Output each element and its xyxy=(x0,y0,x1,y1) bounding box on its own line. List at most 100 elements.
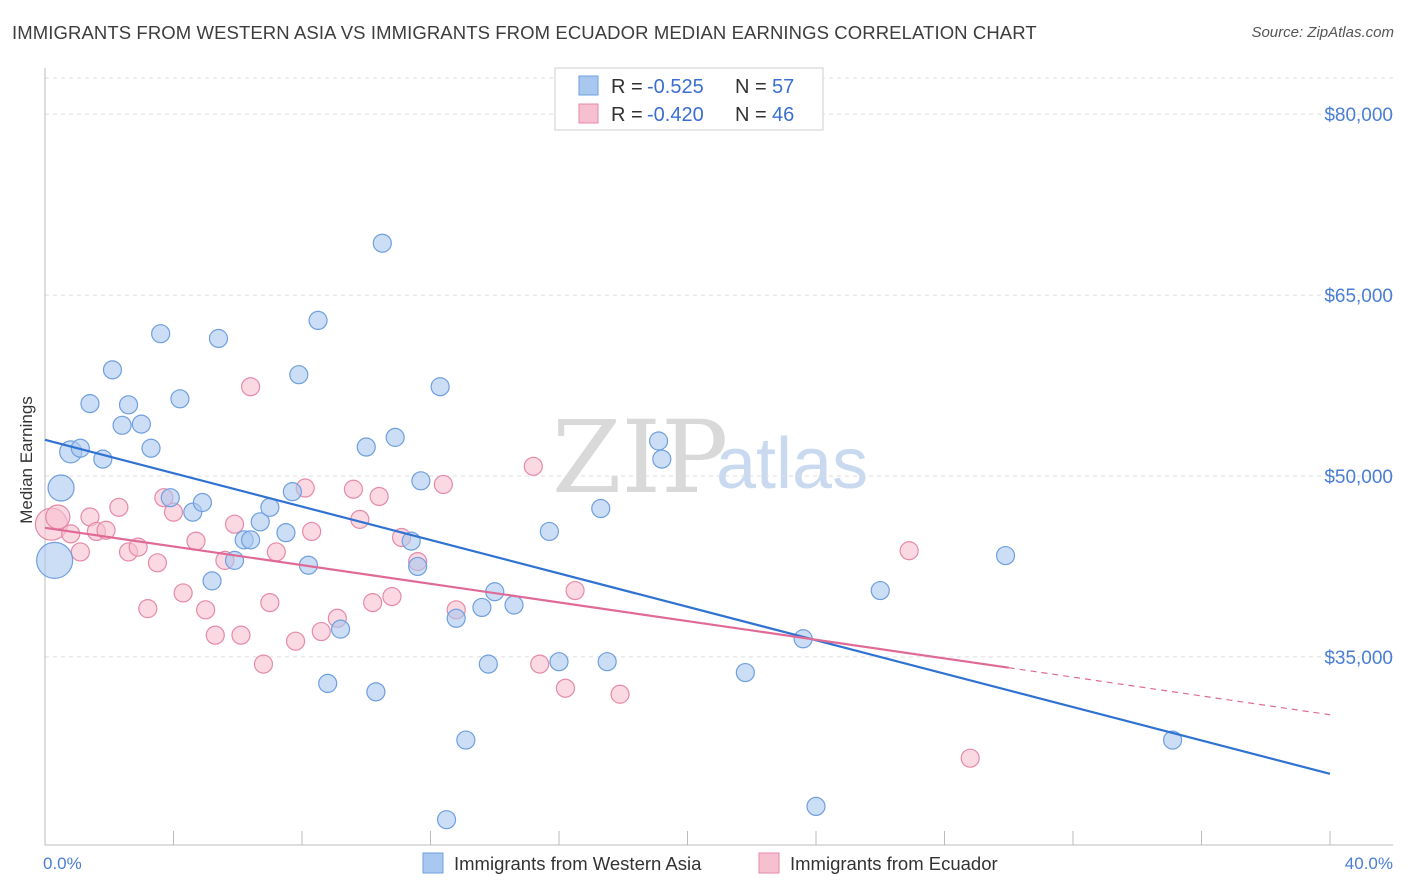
western-asia-point-42 xyxy=(478,654,498,674)
axes xyxy=(44,68,1393,846)
western-asia-point-17 xyxy=(208,328,229,349)
western-asia-point-16 xyxy=(202,571,222,591)
bottom-legend-pink-swatch xyxy=(758,852,780,874)
ecuador-point-40 xyxy=(530,654,550,674)
western-asia-point-40 xyxy=(456,730,476,750)
western-asia-point-55 xyxy=(995,545,1016,566)
western-asia-point-49 xyxy=(648,431,669,451)
western-asia-point-47 xyxy=(591,498,611,519)
correlation-legend: R = -0.525 N = 57 R = -0.420 N = 46 xyxy=(554,67,824,131)
legend-r-label-1: R = xyxy=(611,76,643,98)
bottom-legend-blue-swatch xyxy=(422,852,444,874)
legend-r-label-2: R = xyxy=(611,104,643,126)
western-asia-point-23 xyxy=(276,523,296,543)
western-asia-point-27 xyxy=(308,310,328,331)
western-asia-point-39 xyxy=(446,608,466,628)
western-asia-point-21 xyxy=(250,512,270,532)
legend-n-label-1: N = xyxy=(735,76,767,98)
ecuador-point-15 xyxy=(186,531,206,551)
y-tick-labels: $35,000 $50,000 $65,000 $80,000 xyxy=(1324,105,1393,669)
ecuador-point-14 xyxy=(173,583,193,603)
western-asia-point-28 xyxy=(318,673,338,693)
western-asia-point-20 xyxy=(241,530,261,550)
ecuador-point-27 xyxy=(302,521,322,542)
ecuador-point-37 xyxy=(433,474,453,495)
bottom-legend-pink-label: Immigrants from Ecuador xyxy=(790,853,998,874)
western-asia-point-29 xyxy=(330,619,351,639)
ecuador-point-7 xyxy=(109,497,129,517)
ecuador-trendline xyxy=(44,526,1009,669)
ecuador-trendline-extension xyxy=(1008,667,1331,716)
ecuador-point-6 xyxy=(96,520,116,540)
western-asia-point-53 xyxy=(806,796,826,817)
ecuador-point-44 xyxy=(899,541,919,561)
western-asia-point-15 xyxy=(192,492,213,513)
ecuador-point-20 xyxy=(231,625,251,645)
watermark-zip: ZIP xyxy=(552,399,728,516)
western-asia-point-36 xyxy=(411,471,431,491)
western-asia-point-24 xyxy=(282,482,302,502)
bottom-legend-blue-label: Immigrants from Western Asia xyxy=(454,853,702,874)
western-asia-trendline xyxy=(44,438,1331,775)
western-asia-point-45 xyxy=(539,521,559,542)
y-tick-label-3: $80,000 xyxy=(1324,105,1393,126)
western-asia-point-6 xyxy=(102,360,123,380)
ecuador-point-21 xyxy=(241,377,261,397)
trendlines xyxy=(44,438,1331,775)
watermark-atlas: atlas xyxy=(716,424,868,504)
western-asia-point-13 xyxy=(170,389,190,409)
y-tick-label-1: $50,000 xyxy=(1324,467,1393,488)
legend-n-value-2: 46 xyxy=(772,104,794,126)
western-asia-points xyxy=(36,233,1183,830)
western-asia-point-4 xyxy=(80,394,100,414)
western-asia-point-38 xyxy=(436,810,457,830)
western-asia-point-54 xyxy=(870,580,890,601)
ecuador-point-33 xyxy=(369,486,389,507)
legend-r-value-2: -0.420 xyxy=(647,104,704,126)
ecuador-point-22 xyxy=(253,654,274,674)
ecuador-point-43 xyxy=(610,684,630,704)
western-asia-point-44 xyxy=(504,595,524,615)
ecuador-point-30 xyxy=(343,479,363,499)
x-tick-label-max: 40.0% xyxy=(1345,854,1393,873)
western-asia-point-7 xyxy=(112,415,132,435)
legend-box xyxy=(554,67,824,131)
ecuador-point-10 xyxy=(138,599,158,619)
ecuador-point-25 xyxy=(285,631,306,651)
legend-n-label-2: N = xyxy=(735,104,767,126)
ecuador-point-42 xyxy=(565,580,585,601)
western-asia-point-30 xyxy=(356,437,376,457)
ecuador-point-24 xyxy=(266,542,286,562)
ecuador-point-23 xyxy=(260,592,280,613)
legend-r-value-1: -0.525 xyxy=(647,76,704,98)
ecuador-point-41 xyxy=(555,678,576,698)
ecuador-point-16 xyxy=(196,600,216,620)
western-asia-point-41 xyxy=(472,597,492,618)
legend-pink-swatch xyxy=(578,103,599,124)
ecuador-point-39 xyxy=(523,456,543,476)
ecuador-point-45 xyxy=(960,748,980,768)
western-asia-point-50 xyxy=(652,449,672,469)
western-asia-point-11 xyxy=(151,324,171,344)
ecuador-point-17 xyxy=(205,625,225,645)
legend-n-value-1: 57 xyxy=(772,76,794,98)
ecuador-point-3 xyxy=(70,542,90,562)
ecuador-point-2 xyxy=(61,524,81,544)
ecuador-point-32 xyxy=(363,592,383,613)
western-asia-point-33 xyxy=(385,427,405,447)
series-legend: Immigrants from Western Asia Immigrants … xyxy=(422,852,998,874)
chart-title: IMMIGRANTS FROM WESTERN ASIA VS IMMIGRAN… xyxy=(12,22,1037,43)
western-asia-point-12 xyxy=(160,488,180,508)
western-asia-point-0 xyxy=(36,541,74,579)
western-asia-point-31 xyxy=(366,682,386,702)
western-asia-point-25 xyxy=(289,365,309,385)
western-asia-point-48 xyxy=(597,652,617,672)
western-asia-point-32 xyxy=(372,233,392,253)
ecuador-point-11 xyxy=(147,553,168,573)
ecuador-point-19 xyxy=(224,514,245,534)
western-asia-point-8 xyxy=(118,395,139,415)
ecuador-point-28 xyxy=(311,621,331,642)
western-asia-point-46 xyxy=(549,652,569,672)
x-tick-label-min: 0.0% xyxy=(43,854,82,873)
